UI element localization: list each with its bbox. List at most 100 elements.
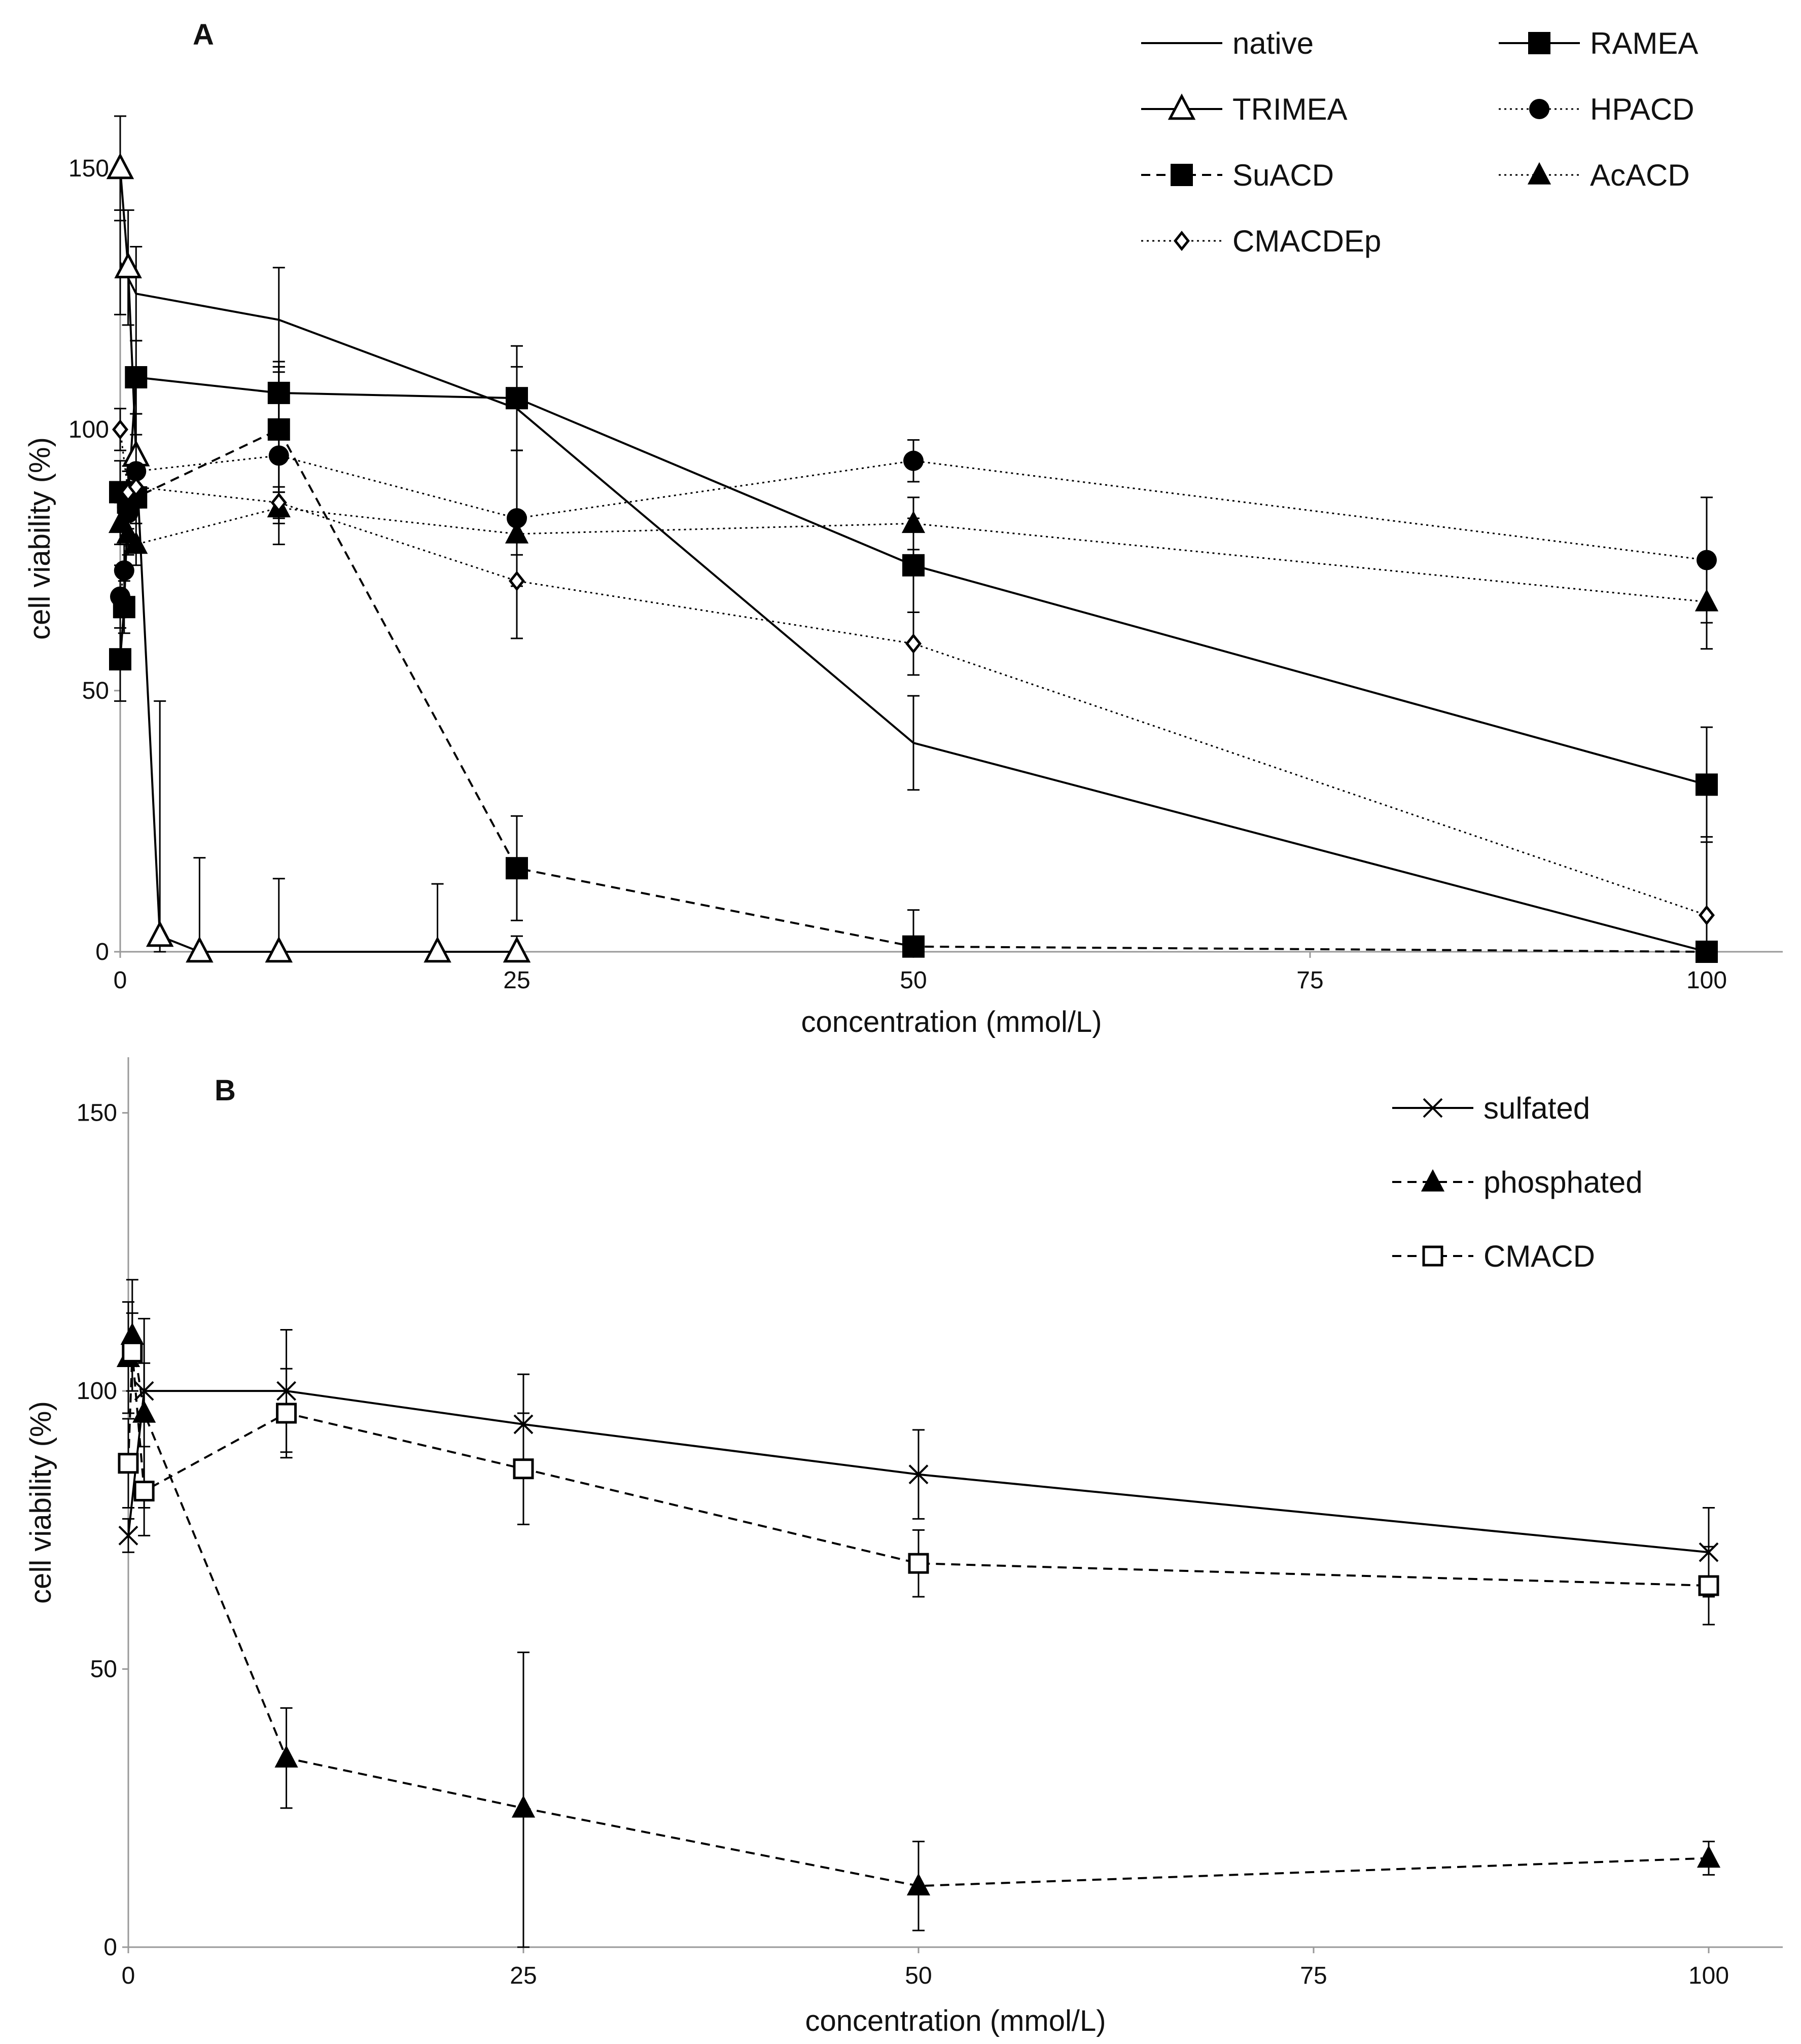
data-point [109,648,131,671]
legend-item-sulfated: sulfated [1392,1091,1590,1125]
y-tick-label: 50 [90,1656,117,1683]
legend-label: phosphated [1484,1165,1643,1199]
data-point [276,1403,297,1424]
legend-item-ramea: RAMEA [1499,26,1698,60]
data-point [122,1341,143,1362]
error-bar [1701,836,1713,953]
legend-label: AcACD [1590,158,1690,192]
plot-area [116,1279,1721,1948]
panel-label: B [215,1074,236,1107]
legend-label: TRIMEA [1232,92,1348,126]
data-point [511,1795,536,1818]
data-point [133,1481,155,1502]
series-line [119,262,1707,953]
data-point [270,492,287,513]
x-tick-label: 25 [510,1962,537,1989]
data-point [124,531,148,554]
data-point [902,935,925,958]
data-point [1173,230,1190,252]
y-axis-title: cell viability (%) [23,437,56,640]
data-point [106,153,134,180]
y-tick-label: 150 [68,155,109,182]
panel-b: 0 50 100 150 0 25 50 75 100 B concentration (mm… [24,1057,1783,2037]
legend-label: sulfated [1484,1091,1590,1125]
error-bar [154,700,166,953]
y-tick-label: 50 [82,677,109,704]
x-tick-label: 0 [114,967,127,994]
series-trimea [106,115,531,963]
x-tick-label: 75 [1296,967,1323,994]
legend-item-trimea: TRIMEA [1141,92,1348,126]
x-tick-label: 25 [503,967,530,994]
data-point [1423,1098,1443,1118]
x-axis-title: concentration (mmol/L) [805,2004,1106,2037]
data-point [506,387,528,410]
data-point [146,920,174,947]
x-tick-label: 100 [1686,967,1727,994]
data-point [908,1553,929,1574]
y-ticks: 0 50 100 150 [68,155,120,965]
x-tick-label: 50 [900,967,927,994]
series-cmacd [118,1312,1719,1626]
data-point [132,1400,156,1423]
data-point [1422,1245,1443,1267]
data-point [901,511,926,533]
data-point [506,857,528,880]
data-point [906,1873,931,1896]
y-tick-label: 150 [77,1100,117,1127]
series-cmacdep [112,408,1715,953]
data-point [903,450,924,471]
legend-item-hpacd: HPACD [1499,92,1694,126]
legend-item-cmacdep: CMACDEp [1141,224,1381,258]
data-point [905,633,922,654]
x-ticks: 0 25 50 75 100 [122,1947,1729,1989]
plot-area [106,115,1719,963]
series-native [114,209,1707,953]
legend-label: CMACD [1484,1239,1595,1273]
data-point [1421,1169,1445,1192]
data-point [114,560,134,581]
data-point [1171,164,1193,186]
legend-item-suacd: SuACD [1141,158,1334,192]
error-bar [907,695,920,791]
data-point [1168,93,1196,120]
data-point [508,570,525,591]
series-phosphated [116,1279,1721,1948]
x-ticks: 0 25 50 75 100 [114,952,1727,994]
y-axis-title: cell viability (%) [24,1401,57,1604]
data-point [118,1453,139,1474]
x-tick-label: 75 [1300,1962,1327,1989]
data-point [503,936,531,963]
legend-item-acacd: AcACD [1499,158,1690,192]
legend: native RAMEA TRIMEA HPACD SuACD AcACD CMACDEp [1141,26,1698,258]
data-point [1527,162,1551,185]
data-point [110,586,130,607]
y-tick-label: 100 [77,1378,117,1405]
data-point [902,554,925,577]
y-ticks: 0 50 100 150 [77,1100,128,1961]
data-point [1698,905,1715,925]
legend-label: SuACD [1232,158,1334,192]
data-point [186,936,214,963]
data-point [114,252,142,278]
series-line [119,168,517,953]
data-point [112,419,129,440]
data-point [128,477,145,497]
data-point [118,1525,138,1546]
data-point [423,936,451,963]
x-tick-label: 50 [905,1962,932,1989]
legend-item-phosphated: phosphated [1392,1165,1643,1199]
legend-label: native [1232,26,1314,60]
y-tick-label: 0 [103,1934,117,1961]
data-point [1696,773,1718,796]
x-tick-label: 100 [1688,1962,1729,1989]
data-point [1529,99,1549,119]
data-point [1698,1575,1719,1596]
data-point [274,1745,298,1768]
data-point [1528,32,1550,54]
legend: sulfated phosphated CMACD [1392,1091,1643,1273]
y-tick-label: 0 [95,939,109,965]
x-axis-title: concentration (mmol/L) [801,1006,1102,1038]
legend-label: RAMEA [1590,26,1698,60]
